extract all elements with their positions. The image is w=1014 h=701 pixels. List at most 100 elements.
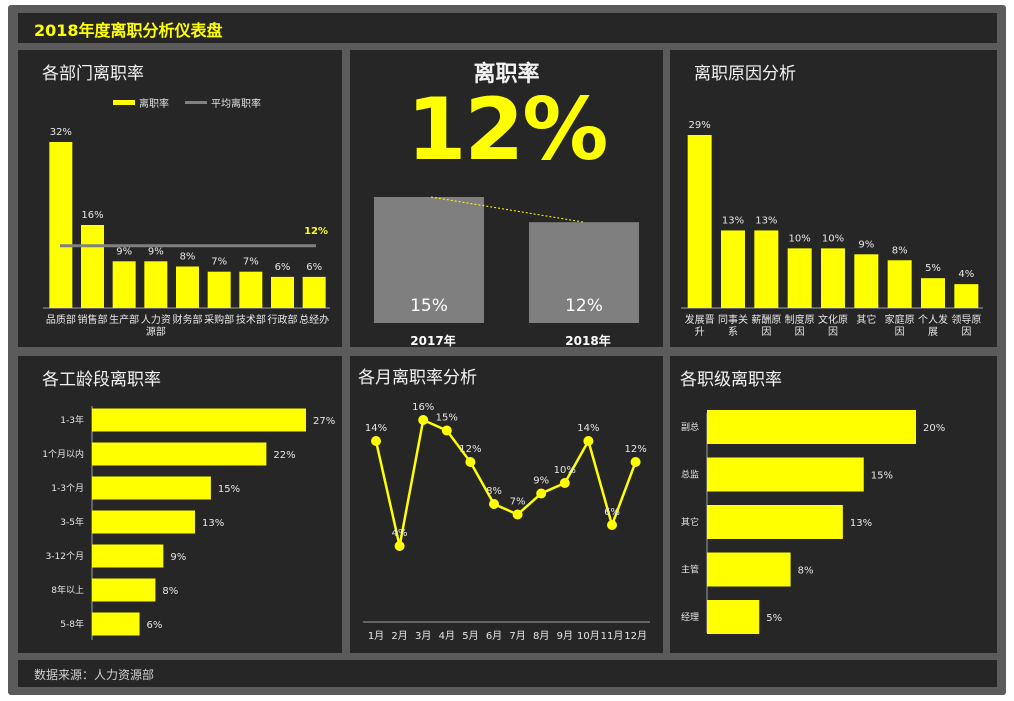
x-tick-label: 3月	[415, 630, 431, 642]
x-tick-label: 个人发	[918, 313, 948, 326]
data-label: 10%	[789, 233, 811, 244]
data-label: 9%	[116, 246, 132, 257]
x-tick-label: 文化原	[818, 313, 848, 326]
bar	[707, 505, 843, 539]
bar	[707, 552, 791, 587]
x-tick-label: 升	[695, 326, 705, 338]
yoy-year-label: 2018年	[565, 333, 610, 347]
dept-panel: 各部门离职率 离职率 平均离职率 32% 品质部 16% 销售部 9% 生产部 9% 人力资源…	[18, 50, 342, 347]
x-tick-label: 因	[828, 326, 838, 338]
bar	[921, 278, 945, 308]
bar	[887, 260, 912, 308]
x-tick-label: 1月	[368, 630, 384, 642]
yoy-chart: 15% 2017年 12% 2018年	[374, 196, 639, 347]
data-label: 6%	[147, 620, 163, 631]
data-label: 8%	[162, 586, 178, 597]
data-label: 13%	[722, 215, 744, 226]
data-label: 15%	[436, 413, 458, 424]
data-label: 13%	[202, 518, 224, 529]
data-point	[441, 425, 452, 436]
bar	[92, 612, 140, 636]
x-tick-label: 因	[961, 326, 971, 338]
data-label: 15%	[871, 471, 893, 482]
data-point	[630, 457, 641, 467]
yoy-trend-line	[430, 196, 585, 223]
level-panel: 各职级离职率 副总 20% 总监 15% 其它 13% 主管 8% 经理 5%	[670, 356, 997, 653]
x-tick-label: 因	[795, 326, 805, 338]
data-label: 15%	[218, 484, 240, 495]
tenure-chart: 1-3年 27% 1个月以内 22% 1-3个月 15% 3-5年 13% 3-12个月 9% 8年…	[42, 406, 335, 640]
bar	[49, 142, 73, 308]
series-line	[374, 418, 637, 547]
data-label: 6%	[275, 262, 291, 273]
x-tick-label: 家庭原	[885, 313, 915, 326]
data-point	[489, 499, 499, 509]
avg-label: 12%	[304, 226, 328, 237]
data-label: 5%	[925, 263, 941, 274]
data-label: 5%	[766, 613, 782, 624]
bar	[754, 230, 779, 308]
x-tick-label: 生产部	[109, 313, 139, 326]
reason-chart-title: 离职原因分析	[694, 64, 796, 84]
y-tick-label: 3-5年	[60, 516, 84, 528]
level-chart: 副总 20% 总监 15% 其它 13% 主管 8% 经理 5%	[681, 410, 945, 634]
data-label: 10%	[554, 465, 576, 476]
x-tick-label: 源部	[146, 325, 166, 338]
data-label: 22%	[273, 450, 295, 461]
data-label: 27%	[313, 416, 335, 427]
x-tick-label: 采购部	[204, 313, 234, 326]
data-label: 16%	[81, 210, 103, 221]
bar	[707, 600, 760, 634]
x-tick-label: 其它	[856, 313, 876, 326]
data-point	[536, 488, 547, 499]
month-chart-title: 各月离职率分析	[358, 368, 477, 388]
data-label: 9%	[858, 239, 874, 250]
dept-chart-title: 各部门离职率	[42, 64, 144, 84]
data-label: 4%	[958, 269, 974, 280]
data-label: 16%	[412, 402, 434, 413]
data-label: 6%	[306, 262, 322, 273]
data-label: 8%	[892, 245, 908, 256]
tenure-chart-title: 各工龄段离职率	[42, 370, 161, 390]
data-label: 14%	[577, 423, 599, 434]
data-point	[512, 509, 523, 520]
bar	[92, 578, 156, 602]
kpi-panel: 离职率 12% 15% 2017年 12% 2018年	[350, 50, 663, 347]
x-tick-label: 因	[761, 326, 771, 338]
bar	[787, 248, 812, 308]
yoy-bar	[374, 197, 484, 323]
x-tick-label: 发展晋	[685, 313, 715, 326]
x-tick-label: 10月	[577, 630, 600, 642]
x-tick-label: 制度原	[785, 313, 815, 326]
x-tick-label: 7月	[509, 630, 525, 642]
data-label: 8%	[486, 486, 502, 497]
bar	[707, 410, 916, 444]
yoy-value-label: 12%	[565, 296, 603, 316]
y-tick-label: 主管	[681, 564, 699, 576]
x-tick-label: 4月	[439, 630, 455, 642]
data-label: 14%	[365, 423, 387, 434]
month-panel: 各月离职率分析 14% 1月 4% 2月 16% 3月 15% 4月 12% 5月 8% 6月 7% 7月…	[350, 356, 663, 653]
y-tick-label: 8年以上	[51, 584, 84, 596]
x-tick-label: 9月	[557, 630, 573, 642]
data-label: 9%	[148, 246, 164, 257]
title-bar: 2018年度离职分析仪表盘	[18, 13, 997, 43]
bar	[687, 135, 712, 308]
data-label: 7%	[510, 497, 526, 508]
dept-chart: 32% 品质部 16% 销售部 9% 生产部 9% 人力资源部 8% 财务部 7% 采购部 7% 技术部 6…	[43, 127, 330, 338]
month-chart: 14% 1月 4% 2月 16% 3月 15% 4月 12% 5月 8% 6月 7% 7月 9% 8月 10% 9…	[363, 402, 650, 642]
bar	[81, 225, 104, 308]
x-tick-label: 6月	[486, 630, 502, 642]
data-point	[394, 541, 405, 551]
data-label: 13%	[755, 215, 777, 226]
reason-panel: 离职原因分析 29% 发展晋升 13% 同事关系 13% 薪酬原因 10% 制度原因 10% 文化…	[670, 50, 997, 347]
data-label: 12%	[459, 444, 481, 455]
data-label: 4%	[392, 528, 408, 539]
y-tick-label: 3-12个月	[46, 551, 84, 562]
legend-swatch-avg	[185, 101, 207, 104]
data-source-note: 数据来源：人力资源部	[34, 668, 155, 682]
bar	[302, 276, 326, 308]
legend-label-rate: 离职率	[139, 99, 169, 110]
data-label: 8%	[798, 566, 814, 577]
